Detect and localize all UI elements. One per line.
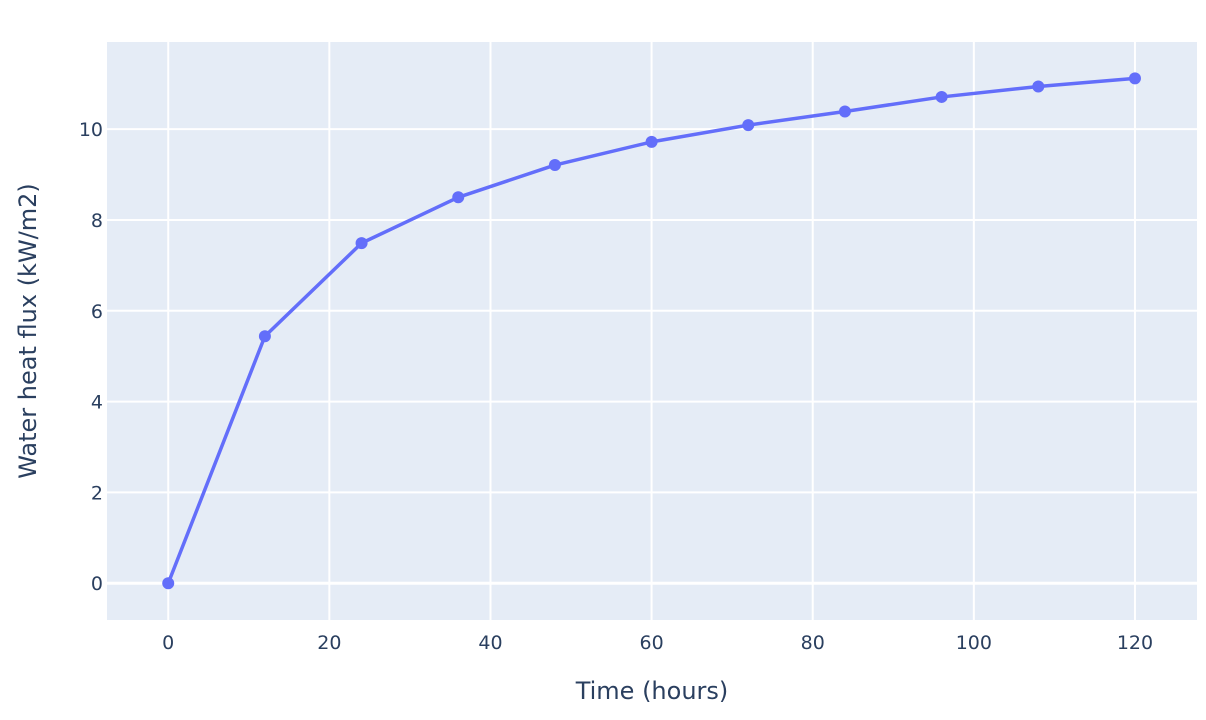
x-tick-labels: 0 20 40 60 80 100 120: [162, 632, 1153, 654]
y-tick-label: 0: [91, 573, 103, 595]
x-tick-label: 60: [640, 632, 664, 654]
x-axis-title: Time (hours): [575, 677, 729, 705]
data-point: [355, 237, 368, 250]
y-tick-label: 2: [91, 482, 103, 504]
y-tick-label: 4: [91, 392, 103, 414]
x-tick-label: 120: [1117, 632, 1153, 654]
data-point: [258, 330, 271, 343]
data-point: [1032, 80, 1045, 93]
data-point: [452, 191, 465, 204]
data-point: [838, 105, 851, 118]
data-point: [1128, 72, 1141, 85]
x-tick-label: 20: [317, 632, 341, 654]
x-tick-label: 80: [801, 632, 825, 654]
data-point: [548, 159, 561, 172]
series-group: [162, 72, 1141, 590]
y-tick-label: 10: [79, 119, 103, 141]
y-tick-labels: 0 2 4 6 8 10: [79, 119, 103, 595]
x-tick-label: 0: [162, 632, 174, 654]
x-tick-label: 100: [956, 632, 992, 654]
data-point: [645, 135, 658, 148]
data-point: [935, 90, 948, 103]
y-axis-title: Water heat flux (kW/m2): [14, 183, 42, 479]
x-tick-label: 40: [478, 632, 502, 654]
gridlines: [107, 42, 1197, 620]
data-point: [742, 119, 755, 132]
y-tick-label: 6: [91, 301, 103, 323]
data-point: [162, 577, 175, 590]
y-tick-label: 8: [91, 210, 103, 232]
